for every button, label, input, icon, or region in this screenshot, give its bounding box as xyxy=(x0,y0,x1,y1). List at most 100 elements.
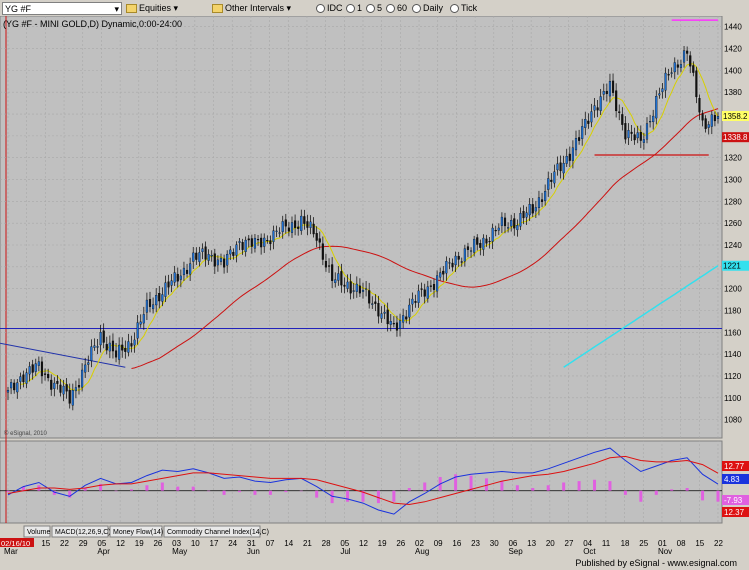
watermark: © eSignal, 2010 xyxy=(4,430,47,437)
candle-body xyxy=(185,269,189,274)
candle-body xyxy=(152,304,155,310)
candle-body xyxy=(40,361,44,377)
candle-body xyxy=(584,119,587,128)
y-tick-label: 1100 xyxy=(724,394,742,403)
candle-body xyxy=(581,126,584,139)
candle-body xyxy=(250,238,253,247)
candle-body xyxy=(414,301,417,303)
candle-body xyxy=(503,217,507,227)
x-tick-label: 27 xyxy=(565,539,574,548)
price-badge xyxy=(722,111,749,122)
symbol-box[interactable]: YG #F ▾ xyxy=(2,2,122,15)
y-tick-label: 1140 xyxy=(724,350,742,359)
radio-icon[interactable] xyxy=(316,4,325,14)
chevron-down-icon[interactable]: ▾ xyxy=(114,4,119,14)
candle-body xyxy=(658,93,661,96)
candle-body xyxy=(655,96,658,119)
candle-body xyxy=(13,382,16,391)
macd-hist-bar xyxy=(315,490,319,498)
macd-hist-bar xyxy=(562,482,566,491)
tab-cci[interactable] xyxy=(163,525,261,538)
candle-body xyxy=(142,314,145,324)
price-panel[interactable] xyxy=(0,16,723,439)
candle-body xyxy=(124,348,127,352)
x-tick-label: 10 xyxy=(191,539,200,548)
candle-body xyxy=(664,72,667,91)
radio-icon[interactable] xyxy=(366,4,375,14)
macd-hist-bar xyxy=(361,490,365,502)
candle-body xyxy=(525,212,528,218)
candle-body xyxy=(170,280,173,286)
candle-body xyxy=(167,281,170,288)
candle-body xyxy=(556,163,559,171)
x-tick-label: 24 xyxy=(228,539,237,548)
candle-body xyxy=(213,253,216,267)
macd-badge xyxy=(722,495,749,505)
candle-body xyxy=(121,344,124,351)
candle-body xyxy=(553,171,556,184)
candle-body xyxy=(331,264,334,281)
macd-hist-bar xyxy=(207,490,211,492)
macd-hist-bar xyxy=(515,485,519,491)
intervals-button[interactable]: Other Intervals ▾ xyxy=(212,2,291,14)
ma-cyan-line xyxy=(563,265,719,368)
candle-body xyxy=(111,340,115,352)
radio-icon[interactable] xyxy=(386,4,395,14)
candle-body xyxy=(411,298,414,305)
y-tick-label: 1440 xyxy=(724,23,742,32)
macd-hist-bar xyxy=(253,490,257,495)
macd-hist-bar xyxy=(222,490,226,495)
candle-body xyxy=(343,284,346,287)
price-chart[interactable]: 1080110011201140116011801200122012401260… xyxy=(0,16,749,556)
candle-body xyxy=(337,273,340,281)
macd-hist-bar xyxy=(531,488,535,491)
candle-body xyxy=(519,213,522,227)
macd-hist-bar xyxy=(407,488,411,491)
interval-idc[interactable]: IDC xyxy=(316,2,343,14)
macd-panel[interactable] xyxy=(0,440,723,524)
equities-button[interactable]: Equities ▾ xyxy=(126,2,178,14)
candle-body xyxy=(81,369,84,388)
candle-body xyxy=(667,74,670,76)
candle-body xyxy=(219,257,223,262)
price-badge xyxy=(722,260,749,271)
candle-body xyxy=(272,230,275,242)
interval-5[interactable]: 5 xyxy=(366,2,382,14)
macd-hist-bar xyxy=(176,486,180,491)
interval-daily[interactable]: Daily xyxy=(412,2,443,14)
interval-idc-label: IDC xyxy=(327,3,343,13)
equities-label: Equities xyxy=(139,3,172,13)
candle-body xyxy=(460,261,463,263)
candle-body xyxy=(256,239,260,241)
candle-body xyxy=(229,249,232,255)
radio-icon[interactable] xyxy=(412,4,421,14)
candle-body xyxy=(615,90,618,112)
candle-body xyxy=(315,233,318,241)
symbol-input[interactable]: YG #F xyxy=(5,4,32,14)
candle-body xyxy=(485,238,488,244)
candle-body xyxy=(516,225,519,231)
tab-cci-label: Commodity Channel Index(14,C) xyxy=(167,529,269,536)
candle-body xyxy=(608,81,612,97)
radio-icon[interactable] xyxy=(450,4,459,14)
month-label: Mar xyxy=(4,547,18,556)
candle-body xyxy=(207,254,210,261)
radio-icon[interactable] xyxy=(346,4,355,14)
x-tick-label: 28 xyxy=(322,539,331,548)
price-badge-label: 1358.2 xyxy=(723,112,748,121)
candle-body xyxy=(74,387,77,392)
candle-body xyxy=(297,226,300,229)
tab-volume[interactable] xyxy=(23,525,51,538)
interval-1[interactable]: 1 xyxy=(346,2,362,14)
interval-tick[interactable]: Tick xyxy=(450,2,477,14)
macd-hist-bar xyxy=(376,490,380,504)
y-tick-label: 1260 xyxy=(724,219,742,228)
interval-60[interactable]: 60 xyxy=(386,2,407,14)
intervals-label: Other Intervals xyxy=(225,3,285,13)
candle-body xyxy=(287,227,290,232)
candle-body xyxy=(695,70,698,98)
tab-macd[interactable] xyxy=(51,525,109,538)
tab-money-flow[interactable] xyxy=(109,525,163,538)
x-tick-label: 17 xyxy=(210,539,219,548)
candle-body xyxy=(559,162,562,172)
